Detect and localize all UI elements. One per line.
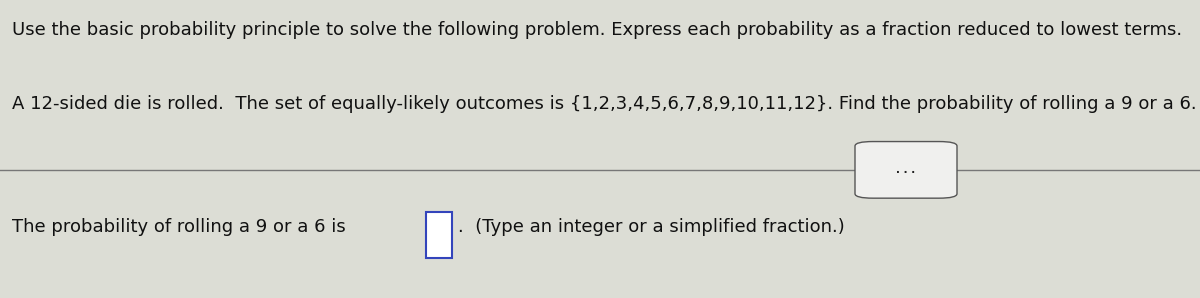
FancyBboxPatch shape	[426, 212, 452, 258]
Text: . . .: . . .	[896, 165, 916, 175]
Text: A 12-sided die is rolled.  The set of equally-likely outcomes is {1,2,3,4,5,6,7,: A 12-sided die is rolled. The set of equ…	[12, 95, 1196, 113]
Text: The probability of rolling a 9 or a 6 is: The probability of rolling a 9 or a 6 is	[12, 218, 346, 235]
Text: Use the basic probability principle to solve the following problem. Express each: Use the basic probability principle to s…	[12, 21, 1182, 39]
FancyBboxPatch shape	[854, 142, 958, 198]
Text: .  (Type an integer or a simplified fraction.): . (Type an integer or a simplified fract…	[458, 218, 845, 235]
